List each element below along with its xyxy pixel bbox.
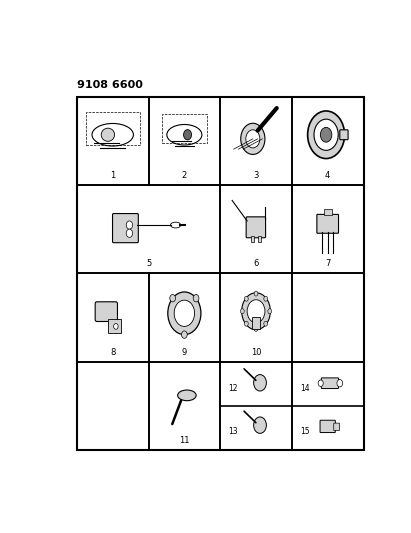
Circle shape bbox=[254, 417, 266, 433]
Bar bbox=[251, 236, 254, 243]
Text: 6: 6 bbox=[253, 260, 259, 268]
Ellipse shape bbox=[178, 390, 196, 401]
Ellipse shape bbox=[92, 124, 134, 146]
Text: 3: 3 bbox=[253, 171, 259, 180]
Circle shape bbox=[254, 375, 266, 391]
FancyBboxPatch shape bbox=[334, 423, 339, 431]
Bar bbox=[77, 361, 148, 450]
Circle shape bbox=[240, 309, 244, 314]
Text: 1: 1 bbox=[110, 171, 115, 180]
Bar bbox=[292, 97, 364, 185]
Ellipse shape bbox=[101, 128, 115, 141]
FancyBboxPatch shape bbox=[320, 420, 335, 433]
Circle shape bbox=[126, 221, 133, 229]
Circle shape bbox=[245, 296, 248, 301]
Bar bbox=[292, 273, 364, 361]
Bar bbox=[162, 114, 207, 143]
Bar bbox=[324, 208, 332, 215]
Ellipse shape bbox=[167, 125, 202, 145]
Bar bbox=[258, 236, 261, 243]
Circle shape bbox=[242, 293, 270, 330]
Text: 9: 9 bbox=[182, 348, 187, 357]
Circle shape bbox=[170, 295, 175, 302]
FancyBboxPatch shape bbox=[95, 302, 118, 321]
Circle shape bbox=[264, 296, 268, 301]
Text: 7: 7 bbox=[325, 260, 330, 268]
Text: 8: 8 bbox=[110, 348, 115, 357]
Circle shape bbox=[182, 331, 187, 338]
Bar bbox=[77, 273, 148, 361]
Bar bbox=[148, 97, 220, 185]
Bar bbox=[77, 97, 363, 450]
Circle shape bbox=[247, 300, 265, 322]
Text: 9108 6600: 9108 6600 bbox=[77, 80, 143, 91]
Circle shape bbox=[307, 111, 344, 158]
Text: 10: 10 bbox=[251, 348, 261, 357]
Circle shape bbox=[320, 127, 332, 142]
Bar bbox=[148, 361, 220, 450]
Bar bbox=[77, 97, 148, 185]
Text: 4: 4 bbox=[325, 171, 330, 180]
Circle shape bbox=[193, 295, 199, 302]
Text: 5: 5 bbox=[146, 260, 151, 268]
Bar bbox=[220, 185, 292, 273]
Circle shape bbox=[174, 300, 194, 326]
Text: 15: 15 bbox=[300, 427, 309, 436]
FancyBboxPatch shape bbox=[317, 214, 339, 233]
Circle shape bbox=[254, 326, 258, 332]
Text: 13: 13 bbox=[228, 427, 238, 436]
Ellipse shape bbox=[184, 130, 192, 140]
Text: 14: 14 bbox=[300, 384, 309, 393]
Circle shape bbox=[254, 291, 258, 296]
Bar bbox=[252, 317, 260, 329]
Bar bbox=[220, 97, 292, 185]
Bar bbox=[85, 112, 140, 145]
Circle shape bbox=[126, 229, 133, 237]
Circle shape bbox=[246, 130, 260, 148]
Bar bbox=[108, 319, 121, 333]
Bar bbox=[292, 185, 364, 273]
Circle shape bbox=[314, 119, 338, 150]
Bar bbox=[148, 273, 220, 361]
Ellipse shape bbox=[171, 222, 181, 228]
Circle shape bbox=[245, 321, 248, 326]
Circle shape bbox=[241, 123, 265, 155]
Text: 12: 12 bbox=[229, 384, 238, 393]
Text: 2: 2 bbox=[182, 171, 187, 180]
Circle shape bbox=[318, 380, 323, 386]
Bar bbox=[292, 361, 364, 450]
FancyBboxPatch shape bbox=[113, 214, 139, 243]
FancyBboxPatch shape bbox=[321, 378, 339, 389]
FancyBboxPatch shape bbox=[340, 130, 348, 140]
Circle shape bbox=[268, 309, 272, 314]
Circle shape bbox=[337, 379, 343, 387]
Circle shape bbox=[264, 321, 268, 326]
Circle shape bbox=[168, 292, 201, 335]
Circle shape bbox=[114, 324, 118, 329]
Bar bbox=[220, 273, 292, 361]
Bar bbox=[220, 361, 292, 450]
Text: 11: 11 bbox=[179, 436, 189, 445]
Bar bbox=[77, 185, 220, 273]
FancyBboxPatch shape bbox=[246, 217, 266, 238]
